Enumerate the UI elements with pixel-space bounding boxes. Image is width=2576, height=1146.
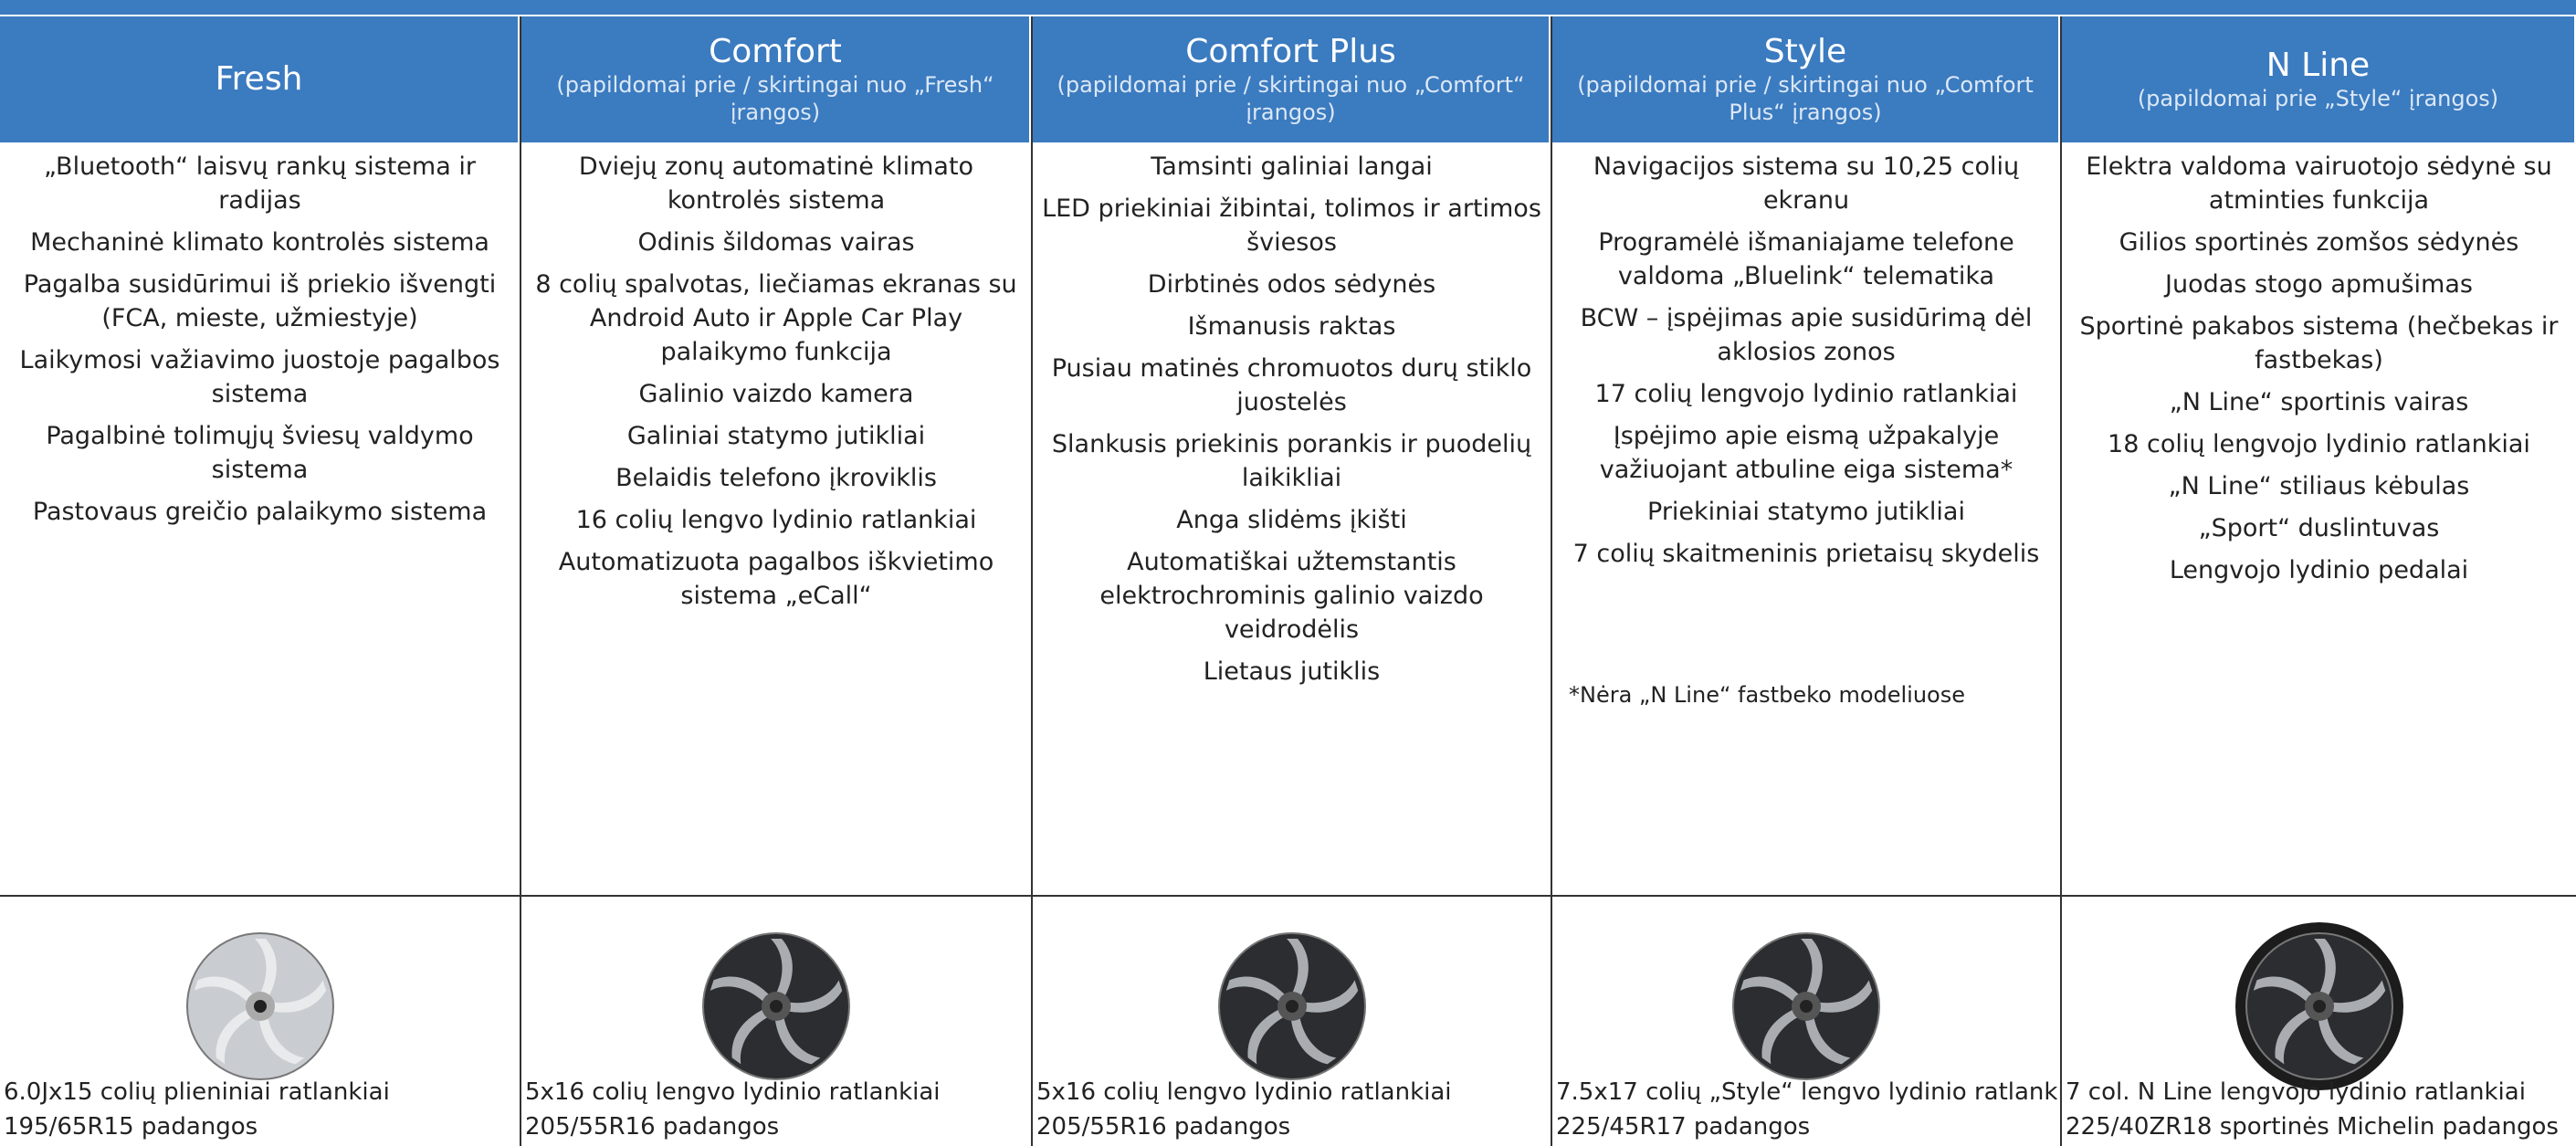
feature-item: Dviejų zonų automatinė klimato kontrolės… <box>578 152 974 215</box>
column: Fresh „Bluetooth“ laisvų rankų sistema ir… <box>0 16 521 1146</box>
column-title: N Line <box>2266 47 2371 84</box>
feature-list: „Bluetooth“ laisvų rankų sistema ir radi… <box>0 142 520 897</box>
wheel-line: 7.5x17 colių „Style“ lengvo lydinio ratl… <box>1556 1078 2062 1106</box>
feature-item: „N Line“ stiliaus kėbulas <box>2168 472 2470 500</box>
column-title: Style <box>1763 33 1847 70</box>
wheel-image <box>2234 922 2403 1090</box>
column: Style (papildomai prie / skirtingai nuo „… <box>1552 16 2062 1146</box>
feature-item: „Sport“ duslintuvas <box>2198 514 2440 542</box>
column-title: Fresh <box>215 60 303 98</box>
feature-item: Pagalbinė tolimųjų šviesų valdymo sistem… <box>46 422 474 484</box>
feature-item: 17 colių lengvojo lydinio ratlankiai <box>1594 380 2018 408</box>
feature-item: Elektra valdoma vairuotojo sėdynė su atm… <box>2086 152 2552 215</box>
wheel-description: 7.5x17 colių „Style“ lengvo lydinio ratl… <box>1556 1075 2062 1144</box>
wheel-description: 6.0Jx15 colių plieniniai ratlankiai 195/6… <box>4 1075 390 1144</box>
column-subtitle: (papildomai prie / skirtingai nuo „Comfo… <box>1057 72 1525 125</box>
feature-list: Elektra valdoma vairuotojo sėdynė su atm… <box>2062 142 2576 897</box>
column-header: Comfort (papildomai prie / skirtingai nuo… <box>521 16 1031 142</box>
wheel-line: 225/45R17 padangos <box>1556 1113 1811 1141</box>
feature-item: Juodas stogo apmušimas <box>2165 270 2473 299</box>
column-subtitle: (papildomai prie / skirtingai nuo „Comfo… <box>1577 72 2034 125</box>
feature-item: Pagalba susidūrimui iš priekio išvengti … <box>23 270 497 332</box>
feature-item: Išmanusis raktas <box>1187 312 1396 341</box>
wheel-description: 7 col. N Line lengvojo lydinio ratlankia… <box>2066 1075 2559 1144</box>
feature-item: Sportinė pakabos sistema (hečbekas ir fa… <box>2079 312 2559 374</box>
wheel-line: 5x16 colių lengvo lydinio ratlankiai <box>525 1078 941 1106</box>
wheel-description: 5x16 colių lengvo lydinio ratlankiai 205/… <box>1036 1075 1452 1144</box>
wheel-image <box>185 932 334 1080</box>
footnote: *Nėra „N Line“ fastbeko modeliuose <box>1569 682 1966 708</box>
wheel-image <box>1217 932 1366 1080</box>
feature-item: Programėlė išmaniajame telefone valdoma … <box>1598 228 2014 290</box>
column-subtitle: (papildomai prie „Style“ įrangos) <box>2137 86 2499 111</box>
feature-item: Dirbtinės odos sėdynės <box>1147 270 1436 299</box>
feature-item: „Bluetooth“ laisvų rankų sistema ir radi… <box>44 152 476 215</box>
feature-item: 7 colių skaitmeninis prietaisų skydelis <box>1572 540 2040 568</box>
feature-item: Mechaninė klimato kontrolės sistema <box>30 228 489 257</box>
feature-item: Odinis šildomas vairas <box>637 228 915 257</box>
feature-item: Belaidis telefono įkroviklis <box>615 464 937 492</box>
feature-item: BCW – įspėjimas apie susidūrimą dėl aklo… <box>1580 304 2033 366</box>
wheel-line: 5x16 colių lengvo lydinio ratlankiai <box>1036 1078 1452 1106</box>
column-header: Comfort Plus (papildomai prie / skirtinga… <box>1033 16 1551 142</box>
wheel-cell: 7.5x17 colių „Style“ lengvo lydinio ratl… <box>1552 897 2060 1146</box>
wheel-image <box>1732 932 1880 1080</box>
feature-list: Navigacijos sistema su 10,25 colių ekran… <box>1552 142 2060 897</box>
column: N Line (papildomai prie „Style“ įrangos) E… <box>2062 16 2576 1146</box>
feature-item: LED priekiniai žibintai, tolimos ir arti… <box>1042 195 1541 257</box>
wheel-description: 5x16 colių lengvo lydinio ratlankiai 205/… <box>525 1075 941 1144</box>
feature-list: Dviejų zonų automatinė klimato kontrolės… <box>521 142 1031 897</box>
feature-item: 18 colių lengvojo lydinio ratlankiai <box>2108 430 2530 458</box>
wheel-image <box>702 932 850 1080</box>
wheel-cell: 6.0Jx15 colių plieniniai ratlankiai 195/6… <box>0 897 520 1146</box>
column-title: Comfort Plus <box>1185 33 1396 70</box>
feature-item: Tamsinti galiniai langai <box>1151 152 1433 181</box>
feature-list: Tamsinti galiniai langai LED priekiniai ž… <box>1033 142 1551 897</box>
feature-item: Lietaus jutiklis <box>1203 657 1381 686</box>
wheel-line: 225/40ZR18 sportinės Michelin padangos <box>2066 1113 2559 1141</box>
feature-item: 16 colių lengvo lydinio ratlankiai <box>575 506 977 534</box>
wheel-cell: 5x16 colių lengvo lydinio ratlankiai 205/… <box>1033 897 1551 1146</box>
wheel-line: 7 col. N Line lengvojo lydinio ratlankia… <box>2066 1078 2526 1106</box>
feature-item: Automatiškai užtemstantis elektrochromin… <box>1099 548 1484 644</box>
column: Comfort (papildomai prie / skirtingai nuo… <box>521 16 1033 1146</box>
feature-item: Pusiau matinės chromuotos durų stiklo ju… <box>1051 354 1532 416</box>
column-header: N Line (papildomai prie „Style“ įrangos) <box>2062 16 2576 142</box>
feature-item: Pastovaus greičio palaikymo sistema <box>32 498 488 526</box>
wheel-line: 205/55R16 padangos <box>525 1113 780 1141</box>
feature-item: Slankusis priekinis porankis ir puodelių… <box>1051 430 1532 492</box>
column-subtitle: (papildomai prie / skirtingai nuo „Fresh… <box>556 72 994 125</box>
wheel-cell: 7 col. N Line lengvojo lydinio ratlankia… <box>2062 897 2576 1146</box>
wheel-cell: 5x16 colių lengvo lydinio ratlankiai 205/… <box>521 897 1031 1146</box>
column: Comfort Plus (papildomai prie / skirtinga… <box>1033 16 1552 1146</box>
wheel-line: 195/65R15 padangos <box>4 1113 258 1141</box>
feature-item: Įspėjimo apie eismą užpakalyje važiuojan… <box>1599 422 2013 484</box>
column-title: Comfort <box>709 33 842 70</box>
column-header: Fresh <box>0 16 520 142</box>
column-header: Style (papildomai prie / skirtingai nuo „… <box>1552 16 2060 142</box>
wheel-line: 205/55R16 padangos <box>1036 1113 1291 1141</box>
feature-item: Galinio vaizdo kamera <box>638 380 914 408</box>
feature-item: Navigacijos sistema su 10,25 colių ekran… <box>1593 152 2020 215</box>
feature-item: Galiniai statymo jutikliai <box>626 422 926 450</box>
feature-item: Lengvojo lydinio pedalai <box>2169 556 2469 584</box>
feature-item: „N Line“ sportinis vairas <box>2169 388 2469 416</box>
feature-item: Anga slidėms įkišti <box>1176 506 1407 534</box>
feature-item: Priekiniai statymo jutikliai <box>1647 498 1965 526</box>
top-bar <box>0 0 2576 16</box>
wheel-line: 6.0Jx15 colių plieniniai ratlankiai <box>4 1078 390 1106</box>
feature-item: Gilios sportinės zomšos sėdynės <box>2119 228 2519 257</box>
feature-item: 8 colių spalvotas, liečiamas ekranas su … <box>535 270 1017 366</box>
feature-item: Laikymosi važiavimo juostoje pagalbos si… <box>19 346 500 408</box>
feature-item: Automatizuota pagalbos iškvietimo sistem… <box>558 548 994 610</box>
